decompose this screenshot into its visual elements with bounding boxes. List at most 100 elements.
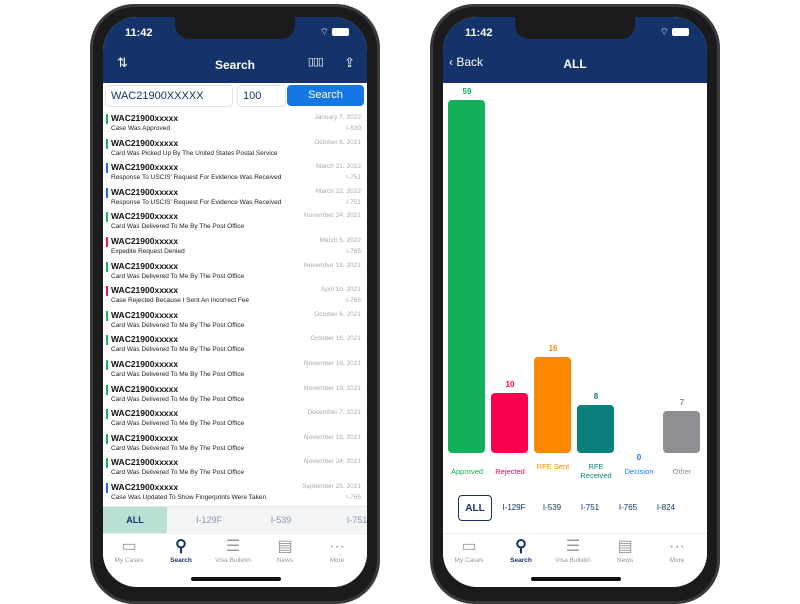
tab-label: Search: [510, 557, 532, 564]
chart-bar[interactable]: [491, 393, 528, 453]
tab-news[interactable]: ▤ News: [599, 537, 651, 564]
bar-chart-icon[interactable]: ▯▯▯: [307, 56, 324, 68]
tab-label: My Cases: [454, 557, 484, 564]
case-id: WAC21900xxxxx: [111, 358, 179, 369]
tab-my-cases[interactable]: ▭ My Cases: [443, 537, 495, 564]
status-color-bar: [106, 433, 108, 444]
filter-pill-i129f[interactable]: I-129F: [502, 503, 526, 512]
tab-bar: ▭ My Cases ⚲ Search ☰ Visa Bulletin ▤ News ·…: [103, 533, 367, 573]
filter-pill-i751[interactable]: I-751: [580, 503, 600, 512]
tab-label: Visa Bulletin: [555, 557, 591, 564]
filter-tab-all[interactable]: ALL: [103, 507, 167, 533]
status-color-bar: [106, 187, 108, 198]
tab-more[interactable]: ··· More: [311, 537, 363, 564]
bar-value-label: 0: [636, 453, 642, 462]
list-item[interactable]: WAC21900xxxxx Card Was Delivered To Me By…: [103, 406, 367, 431]
notch: [175, 17, 295, 39]
list-item[interactable]: WAC21900xxxxx Case Was Updated To Show Fi…: [103, 480, 367, 505]
case-status: Case Was Approved: [111, 125, 171, 132]
home-indicator: [191, 577, 281, 581]
list-item[interactable]: WAC21900xxxxx Case Was Approved January 7,…: [103, 111, 367, 136]
tab-my-cases[interactable]: ▭ My Cases: [103, 537, 155, 564]
filter-tab-i751[interactable]: I-751: [346, 515, 367, 525]
bar-value-label: 8: [593, 392, 599, 402]
tab-news[interactable]: ▤ News: [259, 537, 311, 564]
filter-pill-i765[interactable]: I-765: [618, 503, 638, 512]
tab-visa-bulletin[interactable]: ☰ Visa Bulletin: [207, 537, 259, 564]
status-color-bar: [106, 114, 108, 124]
list-icon: ☰: [225, 538, 241, 555]
status-color-bar: [106, 212, 108, 223]
news-icon: ▤: [617, 538, 633, 555]
list-item[interactable]: WAC21900xxxxx Response To USCIS' Request …: [103, 160, 367, 185]
filter-pill-i824[interactable]: I-824: [656, 503, 676, 512]
status-time: 11:42: [465, 27, 493, 39]
share-icon[interactable]: ⇪: [344, 55, 355, 70]
tab-search[interactable]: ⚲ Search: [155, 537, 207, 564]
news-icon: ▤: [277, 538, 293, 555]
phone-search: 11:42 ⌔ ⇅ Search ▯▯▯ ⇪ WAC21900XXXXX 100…: [90, 4, 380, 604]
chevron-left-icon: ‹: [449, 55, 457, 69]
case-form: I-765: [346, 297, 361, 305]
bar-category-label: RFE Received: [580, 462, 612, 480]
list-icon: ☰: [565, 538, 581, 555]
bar-category-label: Rejected: [495, 467, 525, 476]
filter-pill-all[interactable]: ALL: [458, 495, 492, 521]
chart-bar[interactable]: [534, 357, 571, 453]
bar-value-label: 10: [505, 380, 515, 390]
chart-bar[interactable]: [448, 100, 485, 453]
search-icon: ⚲: [515, 538, 527, 555]
receipt-input[interactable]: WAC21900XXXXX: [105, 85, 233, 107]
status-color-bar: [106, 310, 108, 321]
search-button[interactable]: Search: [287, 85, 364, 106]
case-id: WAC21900xxxxx: [111, 260, 179, 271]
filter-tab-i129f[interactable]: I-129F: [195, 515, 222, 525]
case-date: March 21, 2022: [315, 163, 361, 171]
tab-more[interactable]: ··· More: [651, 537, 703, 564]
more-icon: ···: [669, 538, 685, 555]
chart-bar[interactable]: [663, 411, 700, 453]
case-id: WAC21900xxxxx: [111, 162, 179, 173]
list-item[interactable]: WAC21900xxxxx Card Was Delivered To Me By…: [103, 332, 367, 357]
tab-search[interactable]: ⚲ Search: [495, 537, 547, 564]
status-bar-chart: 59 Approved 10 Rejected 16 RFE Sent 8 RFE Recei…: [443, 83, 707, 483]
home-indicator: [531, 577, 621, 581]
list-item[interactable]: WAC21900xxxxx Card Was Delivered To Me By…: [103, 308, 367, 333]
tab-label: News: [616, 557, 634, 564]
case-date: April 10, 2021: [320, 286, 361, 294]
count-input[interactable]: 100: [237, 85, 286, 107]
sort-icon[interactable]: ⇅: [117, 55, 128, 70]
list-item[interactable]: WAC21900xxxxx Card Was Delivered To Me By…: [103, 357, 367, 382]
case-status: Card Was Delivered To Me By The Post Off…: [111, 420, 245, 428]
list-item[interactable]: WAC21900xxxxx Card Was Delivered To Me By…: [103, 455, 367, 480]
list-item[interactable]: WAC21900xxxxx Response To USCIS' Request …: [103, 185, 367, 210]
filter-tab-i539[interactable]: I-539: [270, 515, 292, 525]
list-item[interactable]: WAC21900xxxxx Card Was Delivered To Me By…: [103, 431, 367, 456]
case-id: WAC21900xxxxx: [111, 408, 179, 419]
bar-value-label: 7: [679, 398, 685, 408]
wifi-battery-icons: ⌔: [320, 26, 349, 39]
filter-pill-i539[interactable]: I-539: [542, 503, 562, 512]
list-item[interactable]: WAC21900xxxxx Expedite Request Denied Marc…: [103, 234, 367, 259]
list-item[interactable]: WAC21900xxxxx Card Was Picked Up By The U…: [103, 136, 367, 161]
chart-bar[interactable]: [577, 405, 614, 453]
back-button[interactable]: ‹ Back: [449, 55, 483, 69]
case-status: Card Was Delivered To Me By The Post Off…: [111, 321, 245, 329]
list-item[interactable]: WAC21900xxxxx Card Was Delivered To Me By…: [103, 259, 367, 284]
case-id: WAC21900xxxxx: [111, 137, 179, 148]
case-id: WAC21900xxxxx: [111, 432, 179, 443]
case-form: I-765: [346, 493, 361, 501]
battery-icon: [332, 28, 349, 37]
case-date: November 18, 2021: [303, 359, 361, 367]
case-id: WAC21900xxxxx: [111, 211, 179, 222]
case-date: November 24, 2021: [303, 212, 361, 220]
case-status: Card Was Delivered To Me By The Post Off…: [111, 346, 245, 354]
search-screen: 11:42 ⌔ ⇅ Search ▯▯▯ ⇪ WAC21900XXXXX 100…: [103, 17, 367, 587]
list-item[interactable]: WAC21900xxxxx Case Rejected Because I Sen…: [103, 283, 367, 308]
list-item[interactable]: WAC21900xxxxx Card Was Delivered To Me By…: [103, 209, 367, 234]
tab-visa-bulletin[interactable]: ☰ Visa Bulletin: [547, 537, 599, 564]
case-status: Expedite Request Denied: [111, 247, 185, 255]
back-label: Back: [456, 55, 484, 69]
list-item[interactable]: WAC21900xxxxx Card Was Delivered To Me By…: [103, 382, 367, 407]
tab-label: More: [669, 557, 685, 564]
